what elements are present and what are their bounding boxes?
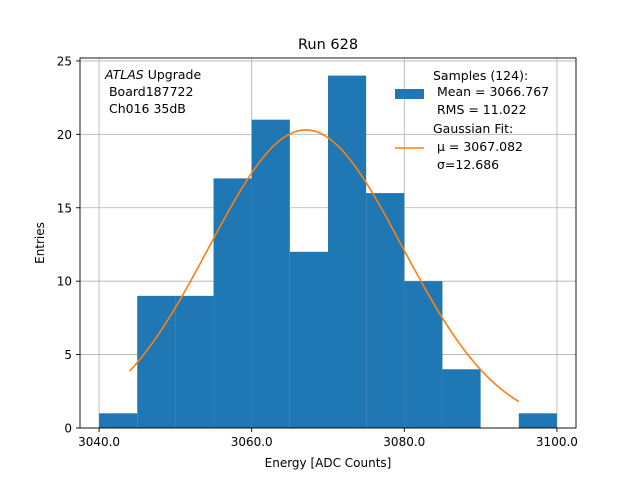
- legend-entry-2-line-2: μ = 3067.082: [433, 139, 523, 154]
- y-tick-label-5: 25: [57, 54, 72, 68]
- x-axis-label: Energy [ADC Counts]: [265, 456, 392, 470]
- histogram-bar-11: [518, 413, 557, 428]
- x-tick-label-3: 3100.0: [536, 435, 578, 449]
- histogram-bars: [99, 75, 557, 429]
- histogram-bar-2: [175, 295, 214, 428]
- annotation-line-1: ATLAS Upgrade: [104, 67, 201, 82]
- y-tick-label-0: 0: [64, 422, 72, 436]
- x-tick-label-0: 3040.0: [78, 435, 120, 449]
- y-axis-ticks: 0 5 10 15 20 25: [57, 54, 80, 436]
- histogram-bar-4: [251, 119, 290, 429]
- histogram-bar-7: [366, 193, 405, 428]
- histogram-bar-5: [289, 251, 328, 428]
- x-tick-label-2: 3080.0: [383, 435, 425, 449]
- gaussian-fit-curve: [129, 129, 520, 403]
- y-tick-label-2: 10: [57, 275, 72, 289]
- legend-entry-1-line-3: RMS = 11.022: [433, 102, 527, 117]
- legend-entry-2-line-3: σ=12.686: [433, 157, 499, 172]
- annotation-upgrade: Upgrade: [144, 67, 202, 82]
- histogram-bar-6: [328, 75, 367, 428]
- annotation-line-2: Board187722: [105, 84, 193, 99]
- x-tick-label-1: 3060.0: [231, 435, 273, 449]
- y-tick-label-1: 5: [64, 348, 72, 362]
- annotation-line-3: Ch016 35dB: [105, 101, 186, 116]
- x-axis-ticks: 3040.0 3060.0 3080.0 3100.0: [78, 428, 578, 449]
- legend-entry-2-line-1: Gaussian Fit:: [433, 121, 513, 136]
- annotation-box: ATLAS Upgrade Board187722 Ch016 35dB: [104, 67, 201, 116]
- y-tick-label-3: 15: [57, 201, 72, 215]
- plot-frame: [79, 57, 577, 429]
- annotation-atlas: ATLAS: [104, 67, 144, 82]
- y-tick-label-4: 20: [57, 128, 72, 142]
- y-axis-label: Entries: [33, 222, 47, 264]
- legend-entry-1-line-2: Mean = 3066.767: [433, 84, 549, 99]
- histogram-bar-0: [99, 413, 138, 428]
- chart-title: Run 628: [298, 37, 358, 53]
- histogram-bar-9: [442, 369, 481, 428]
- legend: Samples (124): Mean = 3066.767 RMS = 11.…: [395, 68, 549, 172]
- legend-entry-1-line-1: Samples (124):: [433, 68, 528, 83]
- histogram-bar-8: [404, 281, 443, 428]
- histogram-bar-3: [213, 178, 252, 428]
- legend-swatch-histogram: [395, 89, 424, 99]
